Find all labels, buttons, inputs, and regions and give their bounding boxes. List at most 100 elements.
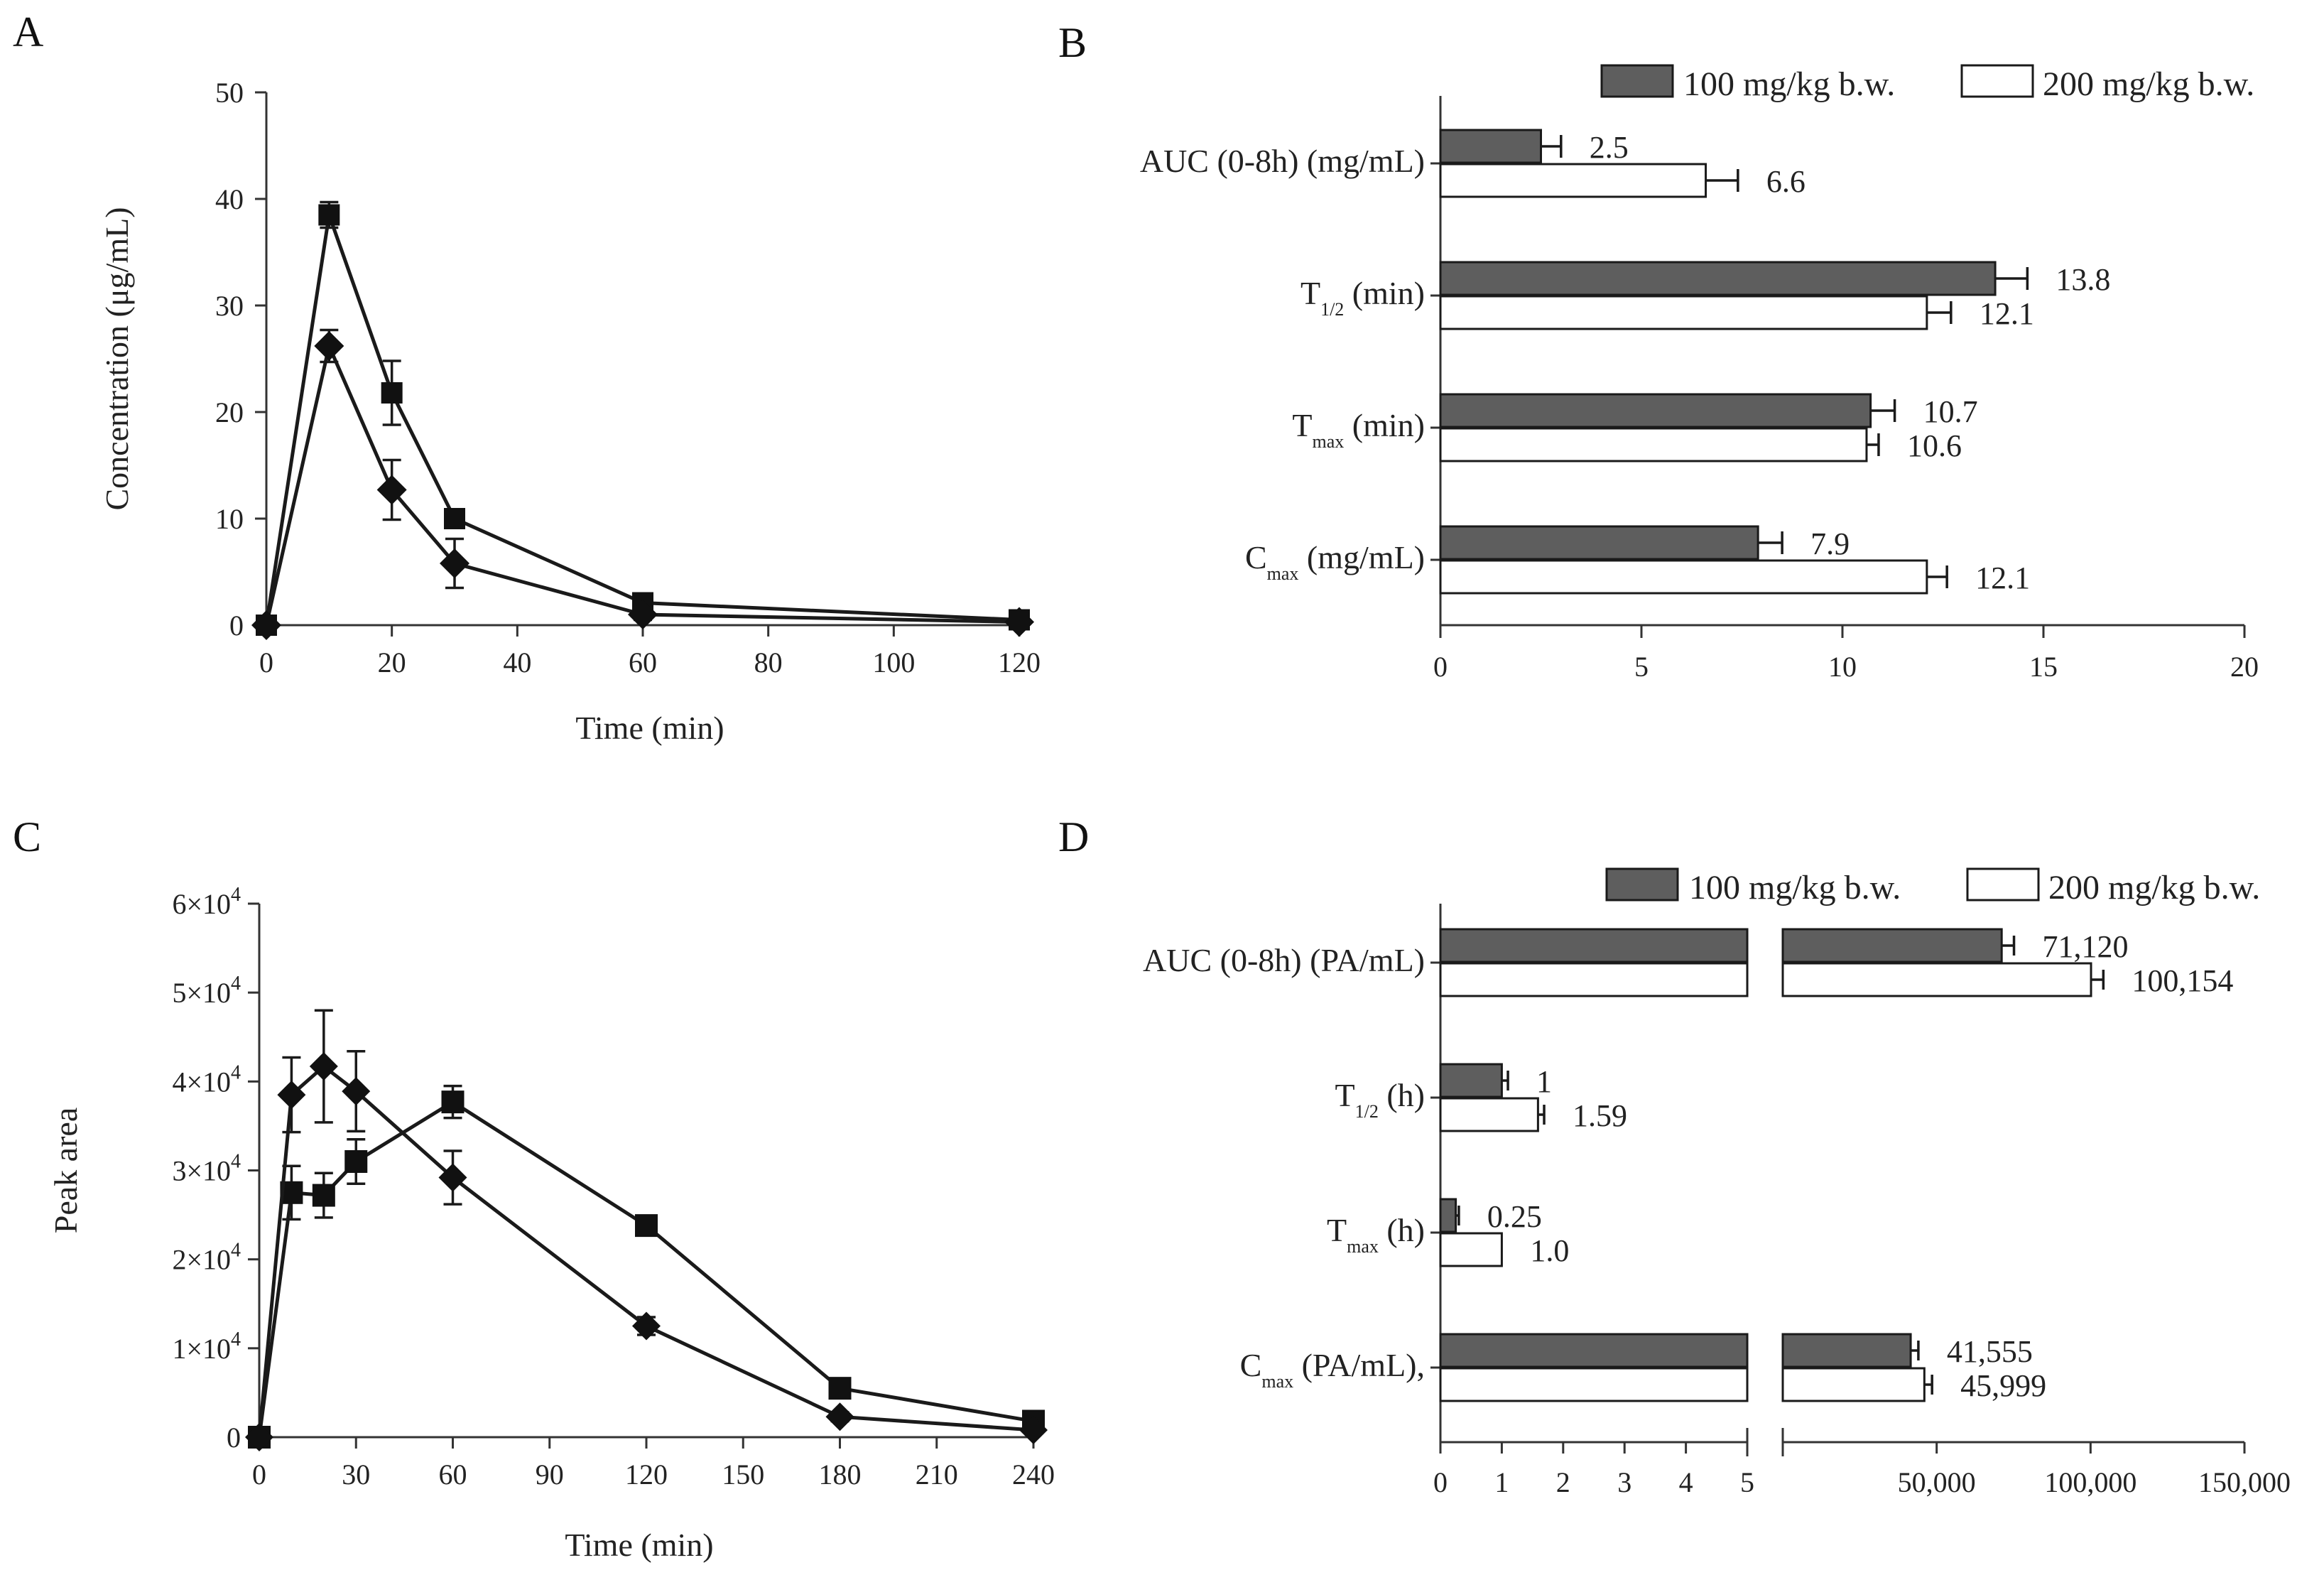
legend-swatch-200 bbox=[1966, 867, 2040, 902]
legend-swatch-200 bbox=[1960, 64, 2034, 98]
data-label: 1 bbox=[1536, 1064, 1552, 1099]
data-point-square bbox=[441, 1090, 465, 1114]
data-point-square bbox=[635, 1214, 658, 1238]
data-label: 71,120 bbox=[2043, 929, 2129, 964]
error-bar bbox=[1870, 399, 1896, 422]
data-label: 10.7 bbox=[1923, 394, 1978, 429]
panel-a-line-chart: A 0 10 20 30 40 50 0 20 40 60 80 100 120 Time (min) Con… bbox=[13, 9, 1041, 746]
data-label: 1.59 bbox=[1573, 1098, 1627, 1133]
x-axis-title: Time (min) bbox=[565, 1527, 713, 1563]
x-tick-label: 10 bbox=[1828, 651, 1857, 683]
bar-100 bbox=[1439, 129, 1542, 164]
error-bar bbox=[1538, 1105, 1546, 1125]
category-label-subscript: 1/2 bbox=[1320, 299, 1344, 320]
error-bar bbox=[1502, 1071, 1509, 1090]
data-point-diamond bbox=[440, 548, 469, 578]
error-bar bbox=[1541, 135, 1563, 158]
y-tick-label: 0 bbox=[227, 1422, 241, 1454]
x-tick-label: 180 bbox=[819, 1458, 862, 1490]
data-point-diamond bbox=[314, 331, 344, 361]
data-point-diamond bbox=[376, 475, 407, 505]
y-tick-label: 20 bbox=[215, 396, 244, 428]
bar-100-segment-right bbox=[1781, 1333, 1912, 1368]
y-tick-label: 50 bbox=[215, 77, 244, 109]
data-label: 12.1 bbox=[1975, 561, 2030, 595]
category-label-main: AUC (0-8h) (PA/mL) bbox=[1143, 942, 1425, 978]
category-label-rest: (mg/mL) bbox=[1298, 539, 1425, 575]
data-point-diamond bbox=[1019, 1415, 1048, 1444]
category-label: Tmax (min) bbox=[1292, 407, 1425, 452]
series-line bbox=[264, 214, 1020, 626]
category-label-main: AUC (0-8h) (mg/mL) bbox=[1140, 143, 1425, 179]
x-tick-label: 100,000 bbox=[2044, 1466, 2136, 1498]
data-label: 100,154 bbox=[2132, 963, 2233, 998]
y-tick-exponent: 4 bbox=[231, 884, 241, 906]
x-tick-label: 20 bbox=[378, 646, 406, 678]
data-point-diamond bbox=[277, 1081, 306, 1110]
category-label-subscript: max bbox=[1313, 431, 1345, 452]
y-axis-title: Concentration (μg/mL) bbox=[99, 207, 135, 510]
y-tick-mantissa: 3×10 bbox=[172, 1155, 231, 1187]
series-line bbox=[257, 1100, 1034, 1438]
data-label: 1.0 bbox=[1530, 1233, 1569, 1268]
y-tick-label: 10 bbox=[215, 503, 244, 535]
y-tick-label: 4×104 bbox=[172, 1061, 241, 1098]
y-axis-title: Peak area bbox=[48, 1108, 84, 1234]
category-label: T1/2 (min) bbox=[1301, 275, 1425, 320]
category-label: Cmax (mg/mL) bbox=[1245, 539, 1425, 584]
error-bar bbox=[1924, 1375, 1933, 1395]
x-tick-label: 50,000 bbox=[1898, 1466, 1976, 1498]
category-label: T1/2 (h) bbox=[1335, 1077, 1425, 1122]
data-point-diamond bbox=[342, 1077, 371, 1106]
y-tick-mantissa: 2×10 bbox=[172, 1244, 231, 1276]
data-point-diamond bbox=[825, 1402, 854, 1431]
legend-swatch-100 bbox=[1605, 867, 1679, 902]
x-axis-title: Time (min) bbox=[575, 710, 724, 746]
category-label: Tmax (h) bbox=[1327, 1212, 1425, 1257]
series-line bbox=[257, 1063, 1034, 1438]
error-bar bbox=[1758, 531, 1783, 554]
x-tick-label: 2 bbox=[1556, 1466, 1570, 1498]
data-point-diamond bbox=[251, 610, 281, 640]
x-tick-label: 60 bbox=[439, 1458, 467, 1490]
x-tick-label: 3 bbox=[1617, 1466, 1631, 1498]
y-tick-mantissa: 6×10 bbox=[172, 888, 231, 920]
y-tick-exponent: 4 bbox=[231, 1151, 241, 1173]
x-tick-label: 240 bbox=[1012, 1458, 1055, 1490]
y-tick-exponent: 4 bbox=[231, 1240, 241, 1262]
error-bar bbox=[2091, 970, 2105, 990]
bar-200 bbox=[1439, 559, 1928, 595]
bar-100 bbox=[1439, 261, 1997, 296]
error-bar bbox=[1705, 169, 1739, 192]
data-point-diamond bbox=[628, 600, 658, 629]
data-point-square bbox=[381, 382, 403, 404]
panel-label-a: A bbox=[13, 9, 43, 55]
x-tick-label: 30 bbox=[342, 1458, 370, 1490]
category-label-main: T bbox=[1335, 1077, 1355, 1113]
panel-label-c: C bbox=[13, 813, 41, 860]
legend-label-100: 100 mg/kg b.w. bbox=[1689, 869, 1901, 906]
bar-100-segment-left bbox=[1439, 1333, 1749, 1368]
legend-label-200: 200 mg/kg b.w. bbox=[2043, 65, 2254, 103]
data-label: 41,555 bbox=[1947, 1334, 2033, 1369]
x-tick-label: 80 bbox=[754, 646, 783, 678]
panel-d-bar-chart: D 100 mg/kg b.w. 200 mg/kg b.w. 0 1 2 3 4 5 50,00… bbox=[1058, 813, 2291, 1498]
y-tick-label: 1×104 bbox=[172, 1328, 241, 1365]
data-point-square bbox=[318, 204, 340, 226]
x-tick-label: 0 bbox=[1433, 1466, 1448, 1498]
category-label-main: C bbox=[1240, 1347, 1262, 1383]
y-tick-label: 2×104 bbox=[172, 1240, 241, 1276]
error-bar bbox=[1995, 267, 2029, 290]
category-label: Cmax (PA/mL), bbox=[1240, 1347, 1425, 1392]
bar-200-segment-right bbox=[1781, 962, 2092, 997]
category-label-rest: (PA/mL), bbox=[1293, 1347, 1425, 1383]
series-line bbox=[264, 340, 1020, 626]
error-bar bbox=[1866, 433, 1880, 456]
bar-100 bbox=[1439, 525, 1759, 561]
bar-200-segment-left bbox=[1439, 962, 1749, 997]
error-bar bbox=[1455, 1206, 1460, 1225]
x-tick-label: 5 bbox=[1634, 651, 1649, 683]
bar-200 bbox=[1439, 1232, 1503, 1267]
